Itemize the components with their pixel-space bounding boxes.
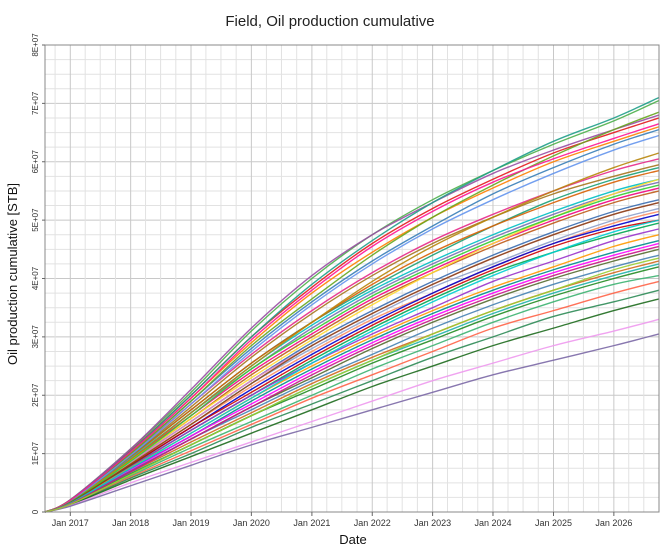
chart-title: Field, Oil production cumulative	[225, 13, 434, 30]
y-tick-label-4: 3E+07	[31, 325, 40, 349]
series-line-33	[44, 274, 660, 513]
y-axis-title: Oil production cumulative [STB]	[5, 183, 20, 365]
series-line-37	[44, 318, 660, 513]
series-line-41	[44, 123, 660, 513]
x-tick-label-3: Jan 2019	[172, 518, 209, 528]
y-tick-label-3: 2E+07	[31, 383, 40, 407]
series-line-11	[44, 169, 660, 513]
series-line-38	[44, 333, 660, 513]
y-axis: 0 1E+07 2E+07 3E+07 4E+07 5E+07 6E+07 7E+07 8E+0…	[31, 33, 45, 514]
x-tick-label-5: Jan 2021	[293, 518, 330, 528]
series-line-44	[44, 219, 660, 513]
y-tick-label-9: 8E+07	[31, 33, 40, 57]
x-tick-label-4: Jan 2020	[233, 518, 270, 528]
y-tick-label-7: 6E+07	[31, 150, 40, 174]
series-line-39	[44, 152, 660, 513]
series-line-43	[44, 201, 660, 513]
series-line-45	[44, 245, 660, 513]
series-line-36	[44, 298, 660, 513]
x-tick-label-6: Jan 2022	[354, 518, 391, 528]
x-axis-title: Date	[339, 532, 366, 547]
series-line-35	[44, 289, 660, 513]
series-line-34	[44, 280, 660, 513]
y-tick-label-5: 4E+07	[31, 266, 40, 290]
y-tick-label-2: 1E+07	[31, 441, 40, 465]
x-tick-label-1: Jan 2017	[52, 518, 89, 528]
series-line-27	[44, 242, 660, 513]
series-line-8	[44, 111, 660, 513]
series-line-22	[44, 219, 660, 513]
series-line-40	[44, 134, 660, 513]
series-line-46	[44, 257, 660, 513]
x-tick-label-9: Jan 2025	[535, 518, 572, 528]
series-layer	[44, 96, 660, 513]
y-tick-label-8: 7E+07	[31, 91, 40, 115]
series-line-4	[44, 114, 660, 513]
grid-lines	[45, 44, 659, 513]
series-line-42	[44, 184, 660, 513]
x-tick-label-2: Jan 2018	[112, 518, 149, 528]
x-tick-label-7: Jan 2023	[414, 518, 451, 528]
x-tick-label-8: Jan 2024	[474, 518, 511, 528]
y-tick-label-6: 5E+07	[31, 208, 40, 232]
x-axis: Jan 2017 Jan 2018 Jan 2019 Jan 2020 Jan 2021…	[52, 512, 632, 528]
x-tick-label-10: Jan 2026	[595, 518, 632, 528]
y-tick-label-1: 0	[31, 509, 40, 514]
series-line-13	[44, 178, 660, 513]
